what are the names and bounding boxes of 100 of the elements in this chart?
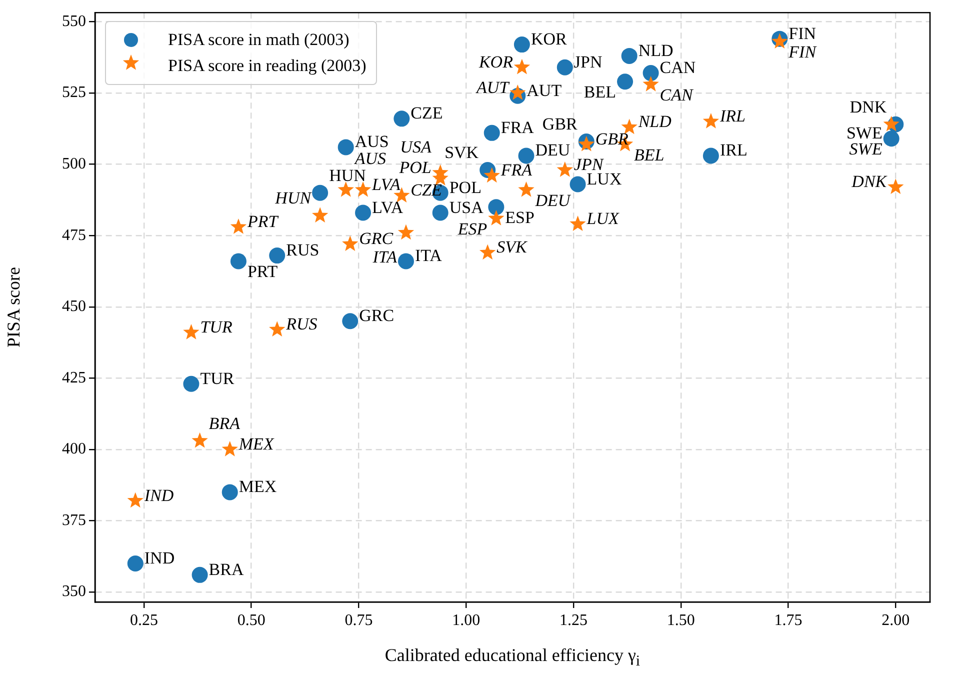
point [312,184,328,201]
annotation: IRL [720,140,748,160]
point [230,253,246,270]
annotation: LVA [371,174,401,194]
annotation: PRT [246,212,280,232]
annotation: SVK [444,143,480,162]
point [398,253,414,270]
point [642,65,659,82]
point [570,216,586,232]
x-tick-label: 1.50 [666,612,695,629]
point [518,148,534,164]
annotation: HUN [274,188,313,208]
x-tick-label: 2.00 [882,612,910,629]
point [398,224,414,240]
point [127,492,144,508]
annotation: KOR [478,52,514,72]
annotation: CAN [660,85,695,104]
annotation: DNK [850,172,888,192]
point [556,162,573,177]
point [617,74,634,90]
annotation: FRA [500,118,535,137]
point [518,181,534,197]
annotation: NLD [638,40,674,60]
point [312,207,328,222]
annotation: PRT [247,262,278,282]
annotation: ITA [372,248,398,267]
point [888,178,904,194]
annotation: DEU [535,140,570,160]
annotation: TUR [200,318,233,337]
annotation: BEL [634,145,664,164]
annotation: IND [144,548,175,568]
point [556,59,573,76]
point [192,432,208,448]
point [355,204,372,221]
annotation: AUS [354,132,389,152]
point [354,181,372,197]
annotation: POL [398,158,432,177]
y-tick-label: 375 [62,512,86,529]
annotation: NLD [637,112,672,132]
y-tick-label: 550 [62,12,86,30]
annotation: FIN [788,24,816,43]
y-tick-label: 400 [62,440,86,458]
y-tick-label: 425 [62,369,86,386]
point [621,118,638,134]
x-tick-label: 1.00 [452,612,480,629]
point [394,110,410,127]
annotation: MEX [238,477,277,496]
point [883,116,900,132]
point [222,484,238,500]
annotation: AUT [476,78,510,98]
point [183,376,200,392]
point [342,236,358,252]
annotation: KOR [530,30,568,49]
point [702,148,719,164]
point [222,440,238,456]
annotation: DNK [850,97,888,116]
annotation: AUT [526,80,562,100]
point [484,124,500,141]
point [432,204,448,221]
point [883,130,900,147]
annotation: TUR [200,368,235,388]
point [514,36,530,53]
point [642,76,659,92]
annotation: BRA [208,414,241,433]
point [342,313,358,330]
annotation: HUN [329,166,366,185]
x-tick-label: 1.25 [559,612,588,629]
annotation: FIN [788,42,818,62]
annotation: GBR [595,129,630,148]
y-tick-label: 500 [62,156,86,172]
annotation: CAN [660,58,696,78]
annotation: RUS [286,240,320,260]
annotation: AUS [354,148,387,168]
annotation: CZE [410,104,443,123]
point [338,181,354,197]
legend-label: PISA score in reading (2003) [168,56,366,76]
point [702,113,720,128]
annotation: USA [449,198,484,217]
annotation: IRL [718,106,746,126]
annotation: FRA [500,160,533,180]
annotation: SVK [496,238,528,257]
x-tick-label: 0.25 [130,612,158,629]
annotation: ESP [505,208,534,228]
annotation: LVA [372,198,404,217]
y-tick-label: 525 [62,84,86,102]
annotation: JPN [574,52,602,72]
point [269,248,286,264]
point [338,139,354,156]
annotation: ESP [456,219,488,238]
point [269,321,286,337]
annotation: GRC [359,306,394,326]
point [484,167,500,183]
annotation: GRC [359,229,394,248]
annotation: IND [143,486,174,505]
point [488,199,504,216]
y-axis-title: PISA score [4,267,24,348]
annotation: POL [449,178,482,197]
annotation: ITA [414,246,443,266]
x-tick-label: 0.50 [237,612,266,629]
point [621,48,638,64]
